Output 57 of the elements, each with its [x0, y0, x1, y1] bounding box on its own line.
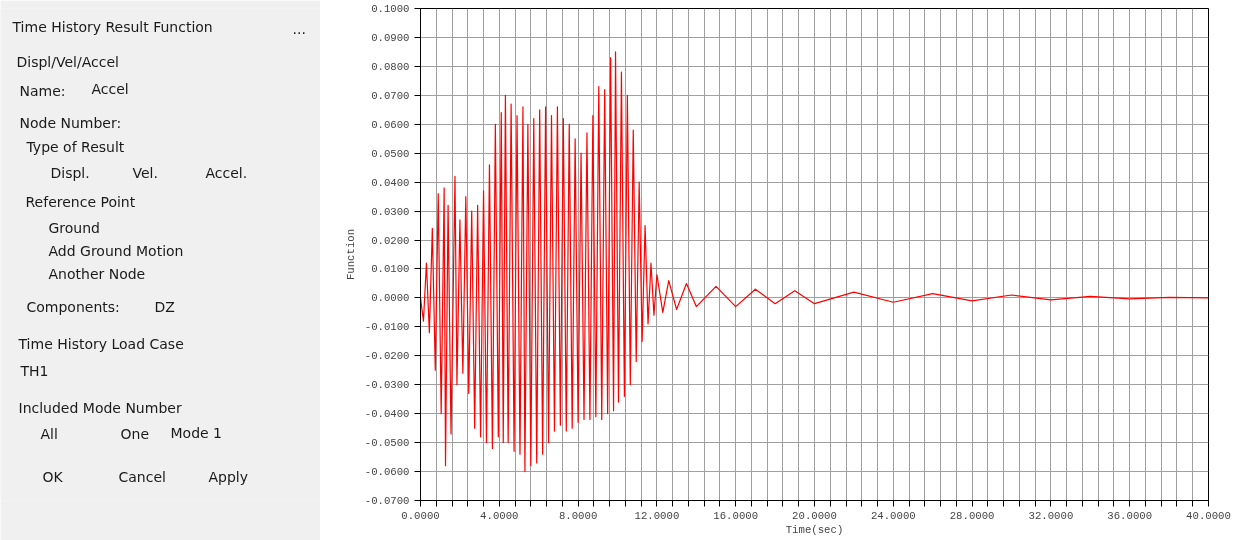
- y-tick-label: 0.0000: [371, 292, 410, 305]
- y-tick-label: 0.0100: [371, 263, 410, 276]
- y-tick-label: -0.0400: [364, 408, 410, 421]
- y-tick-label: 0.1000: [371, 3, 410, 15]
- y-tick-label: 0.0300: [371, 205, 410, 218]
- text: ...: [292, 20, 306, 37]
- text: Ground: [48, 220, 100, 237]
- text: TH1: [19, 363, 49, 380]
- x-tick-label: 24.0000: [870, 509, 916, 522]
- text: Name:: [19, 83, 66, 100]
- text: Type of Result: [25, 138, 125, 155]
- x-tick-label: 36.0000: [1107, 509, 1153, 522]
- x-tick-label: 8.0000: [558, 509, 598, 522]
- x-tick-label: 28.0000: [949, 509, 995, 522]
- text: OK: [42, 468, 64, 485]
- y-axis-title: Function: [344, 228, 357, 281]
- text: Node Number:: [19, 115, 122, 132]
- y-tick-label: 0.0900: [371, 31, 410, 44]
- y-tick-label: 0.0400: [371, 176, 410, 189]
- text: Accel: [91, 80, 129, 97]
- y-tick-label: 0.0800: [371, 60, 410, 73]
- text: Reference Point: [25, 193, 136, 210]
- y-tick-label: -0.0500: [364, 437, 410, 450]
- text: Cancel: [118, 468, 166, 485]
- y-tick-label: -0.0100: [364, 321, 410, 334]
- x-tick-label: 40.0000: [1186, 509, 1231, 522]
- line-series: [420, 51, 1209, 473]
- y-tick-label: -0.0700: [364, 495, 410, 507]
- x-tick-label: 32.0000: [1028, 509, 1074, 522]
- text: All: [40, 425, 58, 442]
- x-tick-label: 4.0000: [480, 509, 519, 522]
- y-tick-label: 0.0600: [371, 118, 410, 131]
- text: Time History Load Case: [17, 335, 184, 352]
- text: Mode 1: [170, 425, 223, 442]
- y-tick-label: -0.0200: [364, 350, 410, 363]
- text: Add Ground Motion: [48, 242, 184, 259]
- x-tick-label: 16.0000: [713, 509, 759, 522]
- text: Vel.: [132, 165, 158, 182]
- y-tick-label: -0.0300: [364, 379, 410, 392]
- text: One: [120, 425, 150, 442]
- y-tick-label: 0.0500: [371, 147, 410, 160]
- y-tick-label: -0.0600: [364, 466, 410, 479]
- x-tick-label: 0.0000: [401, 509, 440, 522]
- text: Displ.: [50, 165, 90, 182]
- text: Accel.: [205, 165, 248, 182]
- x-axis-title: Time(sec): [785, 523, 844, 536]
- text: Included Mode Number: [18, 400, 182, 417]
- x-tick-label: 20.0000: [792, 509, 837, 522]
- x-tick-label: 12.0000: [634, 509, 680, 522]
- y-tick-label: 0.0700: [371, 89, 410, 102]
- text: Apply: [208, 468, 249, 485]
- text: Components:: [26, 299, 120, 316]
- text: Time History Result Function: [11, 18, 213, 35]
- text: Another Node: [48, 265, 146, 282]
- text: DZ: [154, 299, 175, 316]
- y-tick-label: 0.0200: [371, 234, 410, 247]
- text: Displ/Vel/Accel: [16, 54, 119, 71]
